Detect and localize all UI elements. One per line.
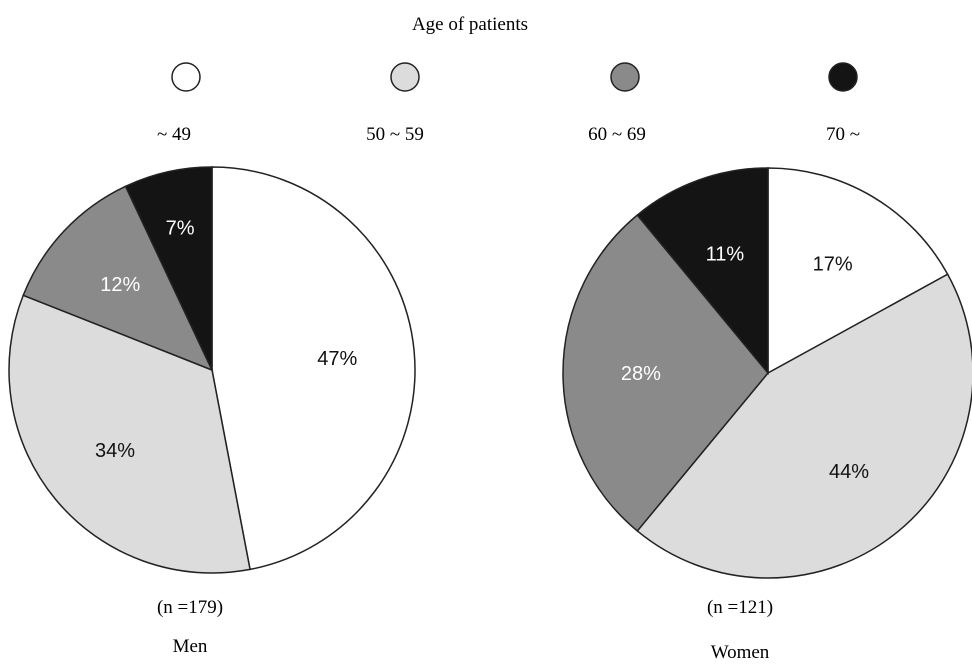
pie-women-slice-70-plus [636, 167, 769, 376]
pie-women: 17% 44% 28% 11% [562, 167, 972, 579]
pie-men-slice-70-plus [124, 166, 213, 371]
men-chart-label: Men [173, 636, 208, 657]
pie-women-slice-60-69 [562, 213, 769, 533]
legend-swatch-60-69 [610, 62, 640, 92]
women-chart-label: Women [711, 642, 770, 663]
pie-women-label-70-plus: 11% [706, 243, 745, 265]
men-sample-size: (n =179) [157, 597, 223, 618]
chart-title: Age of patients [412, 14, 528, 35]
pie-men-slice-60-69 [22, 185, 214, 372]
legend-swatch-50-59 [390, 62, 420, 92]
pie-men-label-60-69: 12% [100, 274, 140, 296]
pie-men-label-under-49: 47% [317, 348, 357, 370]
pie-women-label-60-69: 28% [621, 363, 661, 385]
pie-women-slice-under-49 [767, 167, 949, 375]
pie-men-label-70-plus: 7% [166, 217, 195, 239]
legend-label-under-49: ~ 49 [157, 124, 191, 145]
legend: ~ 49 50 ~ 59 60 ~ 69 70 ~ [157, 62, 860, 145]
pie-men: 47% 34% 12% 7% [8, 166, 416, 574]
pie-women-label-under-49: 17% [813, 254, 853, 276]
pie-men-label-50-59: 34% [95, 440, 135, 462]
legend-label-70-plus: 70 ~ [826, 124, 860, 145]
legend-label-50-59: 50 ~ 59 [366, 124, 424, 145]
women-sample-size: (n =121) [707, 597, 773, 618]
legend-swatch-under-49 [171, 62, 201, 92]
pie-men-slice-under-49 [211, 166, 416, 571]
legend-swatch-70-plus [828, 62, 858, 92]
legend-label-60-69: 60 ~ 69 [588, 124, 646, 145]
pie-men-slice-50-59 [8, 294, 251, 574]
pie-women-slice-50-59 [636, 273, 972, 579]
pie-women-label-50-59: 44% [829, 461, 869, 483]
